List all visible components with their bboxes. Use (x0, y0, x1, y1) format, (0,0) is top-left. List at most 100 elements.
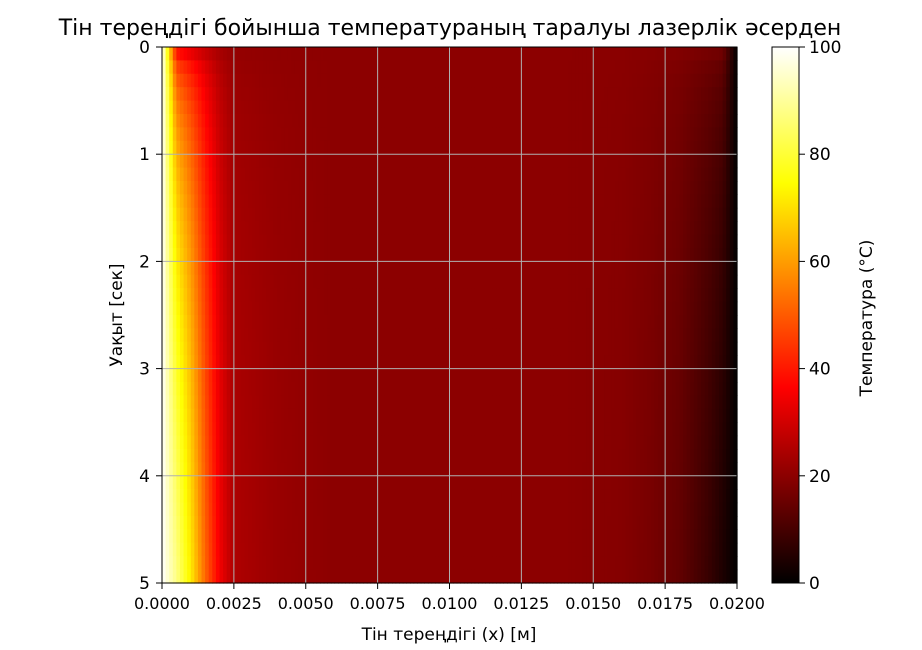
heatmap-cell (715, 87, 720, 102)
heatmap-cell (449, 194, 454, 209)
heatmap-cell (341, 422, 346, 437)
heatmap-cell (392, 422, 397, 437)
heatmap-cell (183, 315, 188, 329)
heatmap-cell (611, 60, 616, 75)
heatmap-cell (215, 395, 221, 410)
heatmap-cell (233, 315, 239, 329)
heatmap-cell (622, 341, 627, 356)
heatmap-cell (165, 194, 170, 209)
heatmap-cell (463, 194, 469, 209)
heatmap-cell (711, 167, 717, 182)
heatmap-cell (266, 234, 271, 249)
heatmap-cell (521, 114, 526, 128)
heatmap-cell (589, 100, 594, 115)
heatmap-cell (377, 328, 382, 343)
heatmap-cell (417, 248, 422, 262)
heatmap-cell (169, 221, 174, 236)
heatmap-cell (715, 248, 720, 262)
heatmap-cell (557, 355, 562, 370)
heatmap-cell (359, 73, 364, 88)
heatmap-cell (542, 87, 548, 102)
heatmap-cell (208, 100, 213, 115)
heatmap-cell (392, 140, 397, 155)
heatmap-cell (438, 87, 443, 102)
heatmap-cell (273, 301, 278, 316)
heatmap-cell (384, 341, 389, 356)
heatmap-cell (690, 435, 695, 450)
heatmap-cell (582, 368, 587, 383)
heatmap-cell (338, 368, 343, 383)
heatmap-cell (521, 100, 526, 115)
heatmap-cell (237, 341, 242, 356)
heatmap-cell (719, 315, 724, 329)
heatmap-cell (715, 422, 720, 437)
heatmap-cell (277, 73, 282, 88)
heatmap-cell (219, 60, 224, 75)
heatmap-cell (629, 181, 634, 195)
heatmap-cell (560, 60, 566, 75)
heatmap-cell (481, 274, 487, 289)
heatmap-cell (266, 140, 271, 155)
heatmap-cell (338, 288, 343, 303)
heatmap-cell (312, 328, 318, 343)
heatmap-cell (726, 449, 731, 463)
heatmap-cell (460, 288, 465, 303)
heatmap-cell (625, 140, 630, 155)
heatmap-cell (179, 154, 185, 169)
heatmap-cell (230, 408, 235, 423)
heatmap-cell (291, 154, 296, 169)
heatmap-cell (582, 248, 587, 262)
heatmap-cell (212, 207, 217, 222)
heatmap-cell (596, 167, 602, 182)
heatmap-cell (600, 127, 605, 142)
heatmap-cell (219, 408, 224, 423)
heatmap-cell (435, 154, 440, 169)
heatmap-cell (266, 435, 271, 450)
heatmap-cell (686, 368, 691, 383)
heatmap-cell (352, 301, 357, 316)
heatmap-cell (668, 395, 673, 410)
heatmap-cell (474, 181, 479, 195)
heatmap-cell (704, 248, 709, 262)
heatmap-cell (510, 395, 515, 410)
heatmap-cell (524, 73, 530, 88)
heatmap-cell (708, 435, 713, 450)
heatmap-cell (715, 100, 720, 115)
heatmap-cell (212, 288, 217, 303)
heatmap-cell (614, 449, 619, 463)
heatmap-cell (622, 368, 627, 383)
heatmap-cell (524, 154, 530, 169)
heatmap-cell (586, 328, 591, 343)
heatmap-cell (255, 47, 260, 61)
heatmap-cell (492, 127, 497, 142)
heatmap-cell (471, 315, 476, 329)
heatmap-cell (514, 127, 519, 142)
heatmap-cell (298, 221, 303, 236)
heatmap-cell (542, 207, 548, 222)
heatmap-cell (172, 47, 177, 61)
heatmap-cell (654, 261, 659, 276)
heatmap-cell (395, 114, 400, 128)
heatmap-cell (560, 181, 566, 195)
heatmap-cell (165, 181, 170, 195)
heatmap-cell (323, 114, 328, 128)
heatmap-cell (607, 181, 612, 195)
heatmap-cell (435, 301, 440, 316)
heatmap-cell (438, 221, 443, 236)
heatmap-cell (528, 382, 533, 396)
heatmap-cell (722, 60, 727, 75)
heatmap-cell (294, 422, 300, 437)
heatmap-cell (259, 422, 264, 437)
heatmap-cell (489, 408, 494, 423)
heatmap-cell (219, 221, 224, 236)
heatmap-cell (233, 60, 239, 75)
heatmap-cell (632, 181, 637, 195)
heatmap-cell (284, 181, 289, 195)
heatmap-cell (417, 288, 422, 303)
heatmap-cell (521, 181, 526, 195)
heatmap-cell (571, 47, 576, 61)
heatmap-cell (374, 154, 379, 169)
heatmap-cell (492, 154, 497, 169)
heatmap-cell (226, 274, 231, 289)
heatmap-cell (187, 408, 192, 423)
